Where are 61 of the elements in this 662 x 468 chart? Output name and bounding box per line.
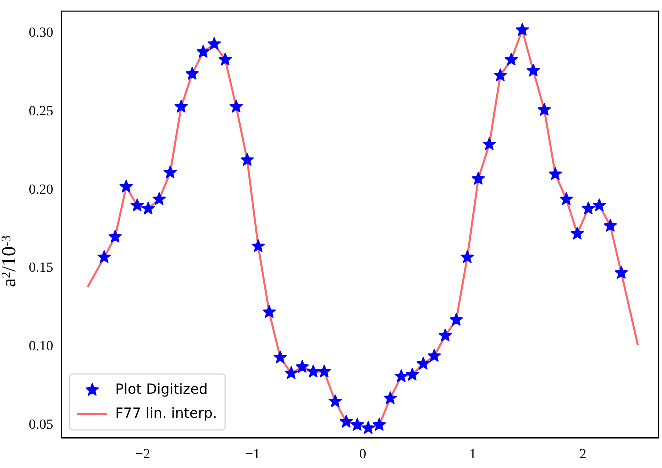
point bbox=[196, 45, 210, 58]
point bbox=[108, 230, 122, 243]
point bbox=[372, 418, 386, 431]
point bbox=[482, 138, 496, 150]
point bbox=[416, 357, 430, 370]
y-tick-label: 0.15 bbox=[29, 261, 54, 276]
y-tick-label: 0.05 bbox=[29, 418, 54, 433]
point bbox=[604, 219, 618, 232]
point bbox=[262, 305, 276, 318]
point bbox=[142, 202, 156, 215]
point bbox=[174, 100, 188, 113]
point bbox=[406, 368, 420, 381]
point bbox=[328, 394, 342, 408]
point bbox=[98, 250, 112, 264]
x-tick-label: 2 bbox=[580, 447, 587, 462]
point bbox=[152, 192, 166, 206]
x-tick-label: 1 bbox=[470, 447, 477, 462]
legend-label: F77 lin. interp. bbox=[116, 406, 218, 422]
point bbox=[450, 313, 464, 326]
point bbox=[252, 240, 266, 252]
point bbox=[526, 64, 540, 77]
legend-label: Plot Digitized bbox=[116, 382, 208, 398]
point bbox=[362, 421, 376, 434]
point bbox=[582, 202, 596, 215]
point bbox=[472, 172, 486, 185]
point bbox=[592, 198, 606, 212]
y-tick-label: 0.10 bbox=[29, 339, 54, 354]
point bbox=[186, 67, 200, 80]
point bbox=[516, 23, 530, 36]
point bbox=[274, 350, 288, 364]
point bbox=[218, 52, 232, 66]
point bbox=[130, 198, 144, 212]
point bbox=[494, 68, 508, 82]
x-tick-label: 0 bbox=[360, 447, 366, 462]
point bbox=[394, 370, 408, 382]
x-tick-label: −1 bbox=[246, 447, 260, 462]
point bbox=[460, 250, 474, 264]
y-tick-label: 0.20 bbox=[29, 182, 54, 198]
point bbox=[350, 418, 364, 431]
point bbox=[318, 364, 332, 378]
point bbox=[570, 226, 584, 240]
point bbox=[428, 349, 442, 362]
point bbox=[614, 266, 628, 279]
point bbox=[240, 153, 254, 166]
point bbox=[538, 103, 552, 116]
point bbox=[384, 392, 398, 404]
point bbox=[560, 192, 574, 206]
point bbox=[306, 364, 320, 378]
y-tick-label: 0.25 bbox=[29, 104, 54, 120]
point bbox=[284, 366, 298, 380]
point bbox=[548, 167, 562, 180]
y-tick-label: 0.30 bbox=[29, 26, 54, 42]
point bbox=[296, 360, 310, 373]
point bbox=[120, 180, 134, 193]
point bbox=[164, 166, 178, 179]
point bbox=[504, 52, 518, 66]
point bbox=[340, 415, 354, 428]
point bbox=[208, 37, 222, 50]
point bbox=[438, 328, 452, 342]
point bbox=[230, 100, 244, 113]
x-tick-label: −2 bbox=[135, 447, 150, 462]
